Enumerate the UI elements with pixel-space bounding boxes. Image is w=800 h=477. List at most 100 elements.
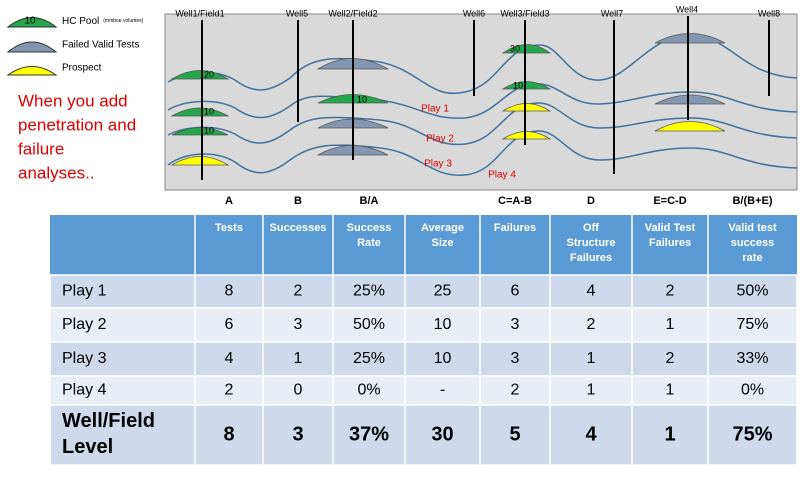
pods <box>170 33 726 166</box>
table-cell: 75% <box>736 316 768 333</box>
pod-label: 10 <box>513 80 523 90</box>
legend-text: HC Pool <box>62 16 99 27</box>
legend-sample: 10 <box>24 16 36 27</box>
well-label: Well3/Field3 <box>500 8 549 18</box>
formula-label: B/(B+E) <box>732 195 772 207</box>
table-cell: 1 <box>294 350 303 367</box>
table-header: Average Size <box>421 222 464 249</box>
table-cell: 2 <box>225 382 234 399</box>
well-label: Well1/Field1 <box>175 8 224 18</box>
table-cell: 0% <box>741 382 764 399</box>
formula-label: C=A-B <box>498 195 532 207</box>
play-label: Play 1 <box>421 104 449 115</box>
table-header: Off Structure Failures <box>567 222 616 264</box>
header-line: rate <box>742 252 762 264</box>
row-label: Play 4 <box>62 382 107 399</box>
formula-label: B <box>294 195 302 207</box>
header-line: Structure <box>567 237 616 249</box>
table-row-bg <box>49 307 798 343</box>
table-cell: 2 <box>511 382 520 399</box>
table-cell: 5 <box>509 423 520 445</box>
table-cell: 1 <box>587 382 596 399</box>
pod-label: 30 <box>510 43 520 53</box>
table-cell: 4 <box>225 350 234 367</box>
table-cell: 2 <box>294 283 303 300</box>
header-line: Valid test <box>728 222 777 234</box>
legend-label: Prospect <box>62 63 102 74</box>
table-cell: 10 <box>434 350 452 367</box>
header-line: Rate <box>357 237 381 249</box>
table-cell: 3 <box>511 316 520 333</box>
table-cell: 1 <box>666 316 675 333</box>
table-cell: 4 <box>585 423 597 445</box>
table-cell: 50% <box>736 283 768 300</box>
header-line: Size <box>431 237 453 249</box>
well-label: Well5 <box>286 8 308 18</box>
pod-label: 10 <box>357 94 367 104</box>
well-label: Well7 <box>601 8 623 18</box>
row-label: Play 3 <box>62 350 107 367</box>
pod-label: 10 <box>204 106 214 116</box>
legend-label: Failed Valid Tests <box>62 40 139 51</box>
legend-swatch <box>6 41 58 53</box>
table-cell: 75% <box>732 423 772 445</box>
table-row-bg <box>49 404 798 466</box>
well-label: Well8 <box>758 8 780 18</box>
table-cell: 8 <box>223 423 234 445</box>
table-header-bg <box>50 215 797 275</box>
header-line: Failures <box>649 237 691 249</box>
table-cell: 1 <box>587 350 596 367</box>
formula-label: D <box>587 195 595 207</box>
table-cell: 1 <box>666 382 675 399</box>
table-cell: 33% <box>736 350 768 367</box>
wells <box>201 16 770 180</box>
pod-labels: 20 10 10 10 30 10 <box>204 43 523 135</box>
well-label: Well2/Field2 <box>328 8 377 18</box>
table-cell: 4 <box>587 283 596 300</box>
legend-note: (mmboe volumes) <box>103 18 143 24</box>
play-label: Play 2 <box>426 134 454 145</box>
table-cell: 2 <box>666 283 675 300</box>
table-cell: 1 <box>664 423 675 445</box>
table-cell: 6 <box>511 283 520 300</box>
table-header: Successes <box>270 222 327 234</box>
table-header: Failures <box>494 222 536 234</box>
header-line: success <box>731 237 774 249</box>
table-cell: 0% <box>357 382 380 399</box>
table-row-bg <box>49 375 798 406</box>
table-header: Success Rate <box>347 222 392 249</box>
table-cell: 3 <box>292 423 303 445</box>
header-line: Valid Test <box>645 222 696 234</box>
play-label: Play 4 <box>488 170 516 181</box>
table-row-bg <box>49 341 798 377</box>
well-label: Well4 <box>676 4 698 14</box>
table-cell: 37% <box>349 423 389 445</box>
row-label: Play 2 <box>62 316 107 333</box>
table-cell: 2 <box>587 316 596 333</box>
formula-label: B/A <box>360 195 379 207</box>
table-cell: 30 <box>431 423 453 445</box>
table-cell: 3 <box>511 350 520 367</box>
legend-label: HC Pool (mmboe volumes) <box>62 16 144 27</box>
table-cell: 50% <box>353 316 385 333</box>
row-label: Play 1 <box>62 283 107 300</box>
header-line: Success <box>347 222 392 234</box>
label-line: Level <box>62 436 113 458</box>
well-label: Well6 <box>463 8 485 18</box>
table-row-bg <box>49 274 798 309</box>
header-line: Average <box>421 222 464 234</box>
pod-label: 20 <box>204 69 214 79</box>
formula-label: A <box>225 195 233 207</box>
header-line: Failures <box>570 252 612 264</box>
table-header: Tests <box>215 222 243 234</box>
table-cell: 0 <box>294 382 303 399</box>
label-line: Well/Field <box>62 410 155 432</box>
legend-swatch <box>6 17 58 28</box>
note-line: penetration and <box>18 115 136 134</box>
table-header: Valid test success rate <box>728 222 777 264</box>
table-cell: - <box>440 382 445 399</box>
table-cell: 6 <box>225 316 234 333</box>
row-label: Well/Field Level <box>62 410 155 458</box>
play-label: Play 3 <box>424 159 452 170</box>
